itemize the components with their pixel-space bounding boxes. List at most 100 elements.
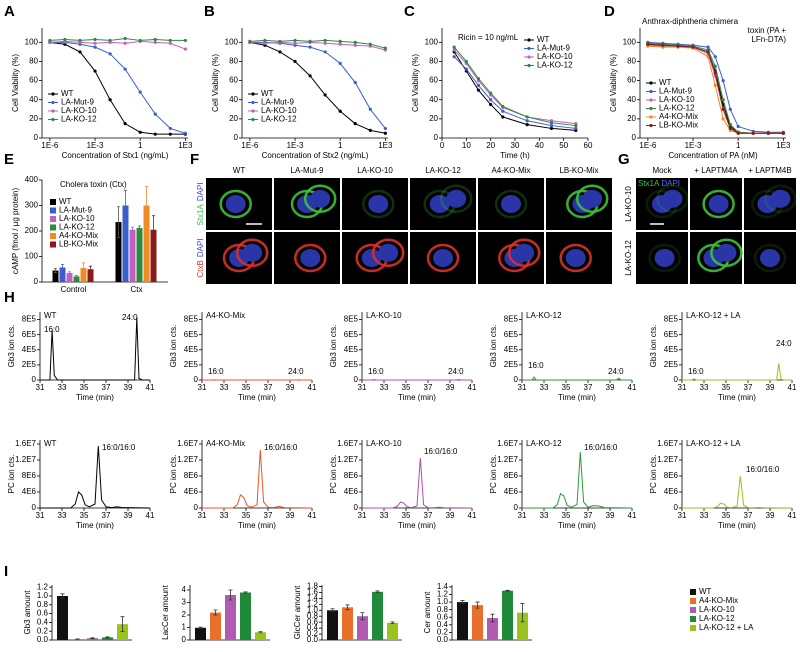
data-point: [721, 98, 725, 102]
nucleus: [654, 249, 675, 267]
row-label: LA-KO-10: [624, 186, 633, 222]
error-bar: [117, 206, 120, 238]
x-tick-label: 37: [744, 511, 753, 520]
legend-swatch: [690, 589, 696, 595]
error-bar: [213, 609, 218, 616]
bar: [372, 591, 383, 640]
legend-swatch: [50, 199, 56, 205]
x-tick-label: 1E-6: [41, 141, 58, 150]
data-point: [713, 55, 717, 59]
nucleus: [446, 189, 467, 208]
peak-label: 16:0/16:0: [424, 447, 458, 456]
y-tick-label: 40: [429, 95, 438, 104]
nucleus: [708, 195, 729, 213]
bar: [57, 596, 68, 640]
y-tick-label: 20: [229, 114, 238, 123]
y-tick-label: 3: [182, 598, 187, 607]
y-axis-label: Gb3 amount: [23, 590, 32, 635]
legend-label: A4-KO-Mix: [59, 231, 98, 240]
x-tick-label: 41: [788, 383, 797, 392]
y-tick-label: 40: [627, 95, 636, 104]
data-point: [464, 59, 468, 64]
bar: [225, 595, 236, 640]
nucleus: [582, 189, 603, 208]
x-tick-label: 33: [700, 511, 709, 520]
x-axis-label: Time (min): [718, 521, 756, 530]
y-tick-label: 1.6E7: [337, 439, 358, 448]
legend-label: WT: [59, 197, 72, 206]
x-tick-label: 1E3: [178, 141, 193, 150]
data-point: [78, 38, 82, 43]
panel-letter: C: [404, 3, 415, 20]
legend-label: WT: [659, 78, 672, 87]
peak-label: 24:0: [122, 313, 138, 322]
x-tick-label: 39: [606, 383, 615, 392]
annotation: toxin (PA +: [748, 26, 787, 35]
data-point: [452, 55, 456, 59]
error-bar: [258, 631, 263, 634]
data-point: [721, 79, 725, 83]
data-point: [368, 107, 372, 111]
x-tick-label: 31: [36, 383, 45, 392]
bar: [387, 622, 398, 640]
row-label-part: CtxB: [196, 260, 205, 277]
data-point: [293, 59, 297, 64]
x-tick-label: 1E-6: [241, 141, 258, 150]
x-tick-label: 1: [338, 141, 343, 150]
data-point: [293, 41, 297, 45]
panel-letter: D: [604, 3, 615, 20]
nucleus: [662, 189, 683, 208]
x-tick-label: 33: [220, 511, 229, 520]
legend-swatch: [50, 224, 56, 231]
row-label: CtxB DAPI: [196, 238, 205, 277]
x-tick-label: 1E-3: [87, 141, 104, 150]
legend-label: WT: [261, 89, 274, 98]
legend-label: LA-KO-12: [61, 115, 97, 124]
x-tick-label: 30: [511, 141, 520, 150]
panel-letter: G: [618, 151, 630, 168]
y-tick-label: 4E6: [344, 487, 359, 496]
y-tick-label: 60: [627, 76, 636, 85]
x-tick-label: 33: [220, 383, 229, 392]
y-tick-label: 1.6: [307, 588, 319, 597]
x-tick-label: 33: [380, 511, 389, 520]
data-point: [123, 67, 127, 71]
stain-label-part: DAPI: [661, 179, 680, 188]
peak-label: 24:0: [776, 339, 792, 348]
error-bar: [460, 600, 465, 604]
annotation: Ricin = 10 ng/mL: [458, 33, 519, 42]
bar: [122, 205, 129, 282]
y-tick-label: 0: [354, 503, 359, 512]
data-point: [248, 39, 252, 43]
x-tick-label: 35: [722, 383, 731, 392]
error-bar: [131, 226, 134, 233]
x-axis-label: Time (min): [718, 393, 756, 402]
data-point: [183, 131, 187, 135]
data-point: [476, 88, 481, 92]
legend-label: LA-KO-12: [659, 104, 695, 113]
peak-label: 16:0: [368, 367, 384, 376]
x-axis-label: Time (min): [558, 393, 596, 402]
y-tick-label: 0.8: [437, 605, 449, 614]
legend-marker: [251, 100, 255, 105]
bar: [487, 618, 498, 640]
data-point: [706, 45, 710, 49]
nucleus: [378, 243, 399, 262]
y-tick-label: 1.6E7: [497, 439, 518, 448]
y-axis-label: PC ion cts.: [7, 455, 16, 494]
x-tick-label: 41: [628, 383, 637, 392]
y-tick-label: 0: [674, 375, 679, 384]
x-tick-label: 37: [264, 511, 273, 520]
x-tick-label: 39: [446, 511, 455, 520]
x-tick-label: 50: [559, 141, 568, 150]
peak-label: 16:0/16:0: [264, 443, 298, 452]
y-tick-label: 0: [34, 133, 39, 142]
panel-letter: A: [4, 3, 15, 20]
membrane: [426, 243, 460, 273]
data-point: [383, 131, 387, 135]
row-label-part: DAPI: [196, 238, 205, 257]
data-point: [452, 45, 456, 49]
error-bar: [345, 604, 350, 611]
nucleus: [300, 249, 321, 267]
legend-marker: [527, 38, 531, 42]
